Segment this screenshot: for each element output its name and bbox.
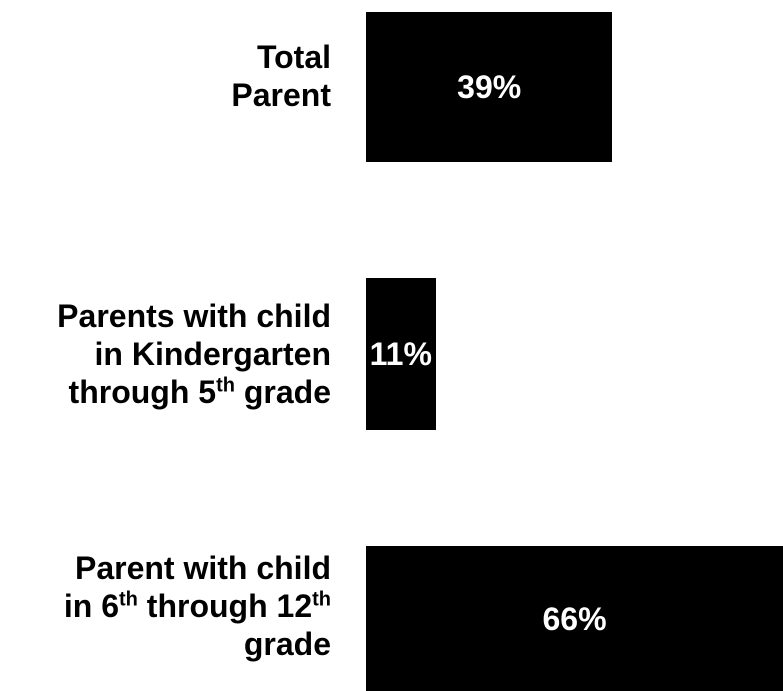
bar-value-label-2: 11% (369, 336, 432, 372)
category-label-3: Parent with child in 6th through 12th grad… (63, 550, 331, 662)
category-label-2: Parents with child in Kindergarten through… (57, 298, 331, 410)
bar-value-label-1: 39% (457, 69, 522, 105)
bar-1 (366, 12, 613, 162)
category-label-1: Total Parent (231, 39, 331, 113)
bar-value-label-3: 66% (542, 600, 607, 637)
bar-3 (366, 546, 783, 691)
bar-2 (366, 278, 436, 430)
